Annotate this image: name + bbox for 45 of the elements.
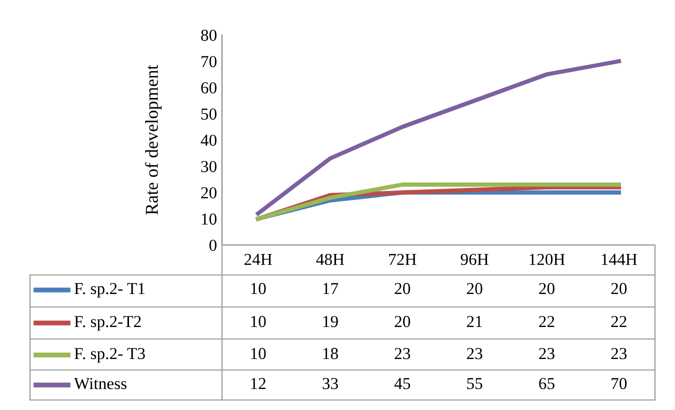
x-tick-label: 48H (316, 254, 344, 266)
y-tick-label: 10 (202, 213, 217, 225)
data-label: 23 (539, 348, 554, 360)
y-tick-label: 40 (200, 134, 217, 146)
data-label: 22 (539, 316, 554, 328)
y-tick-label: 50 (201, 108, 217, 120)
y-tick-label: 70 (202, 56, 217, 68)
data-label: 20 (611, 282, 627, 294)
x-tick-label: 24H (244, 254, 272, 265)
y-tick-label: 60 (201, 82, 217, 94)
legend-label: Witness (74, 378, 126, 390)
x-tick-label: 72H (389, 254, 416, 265)
x-tick-label: 120H (530, 254, 565, 266)
data-label: 45 (394, 378, 410, 390)
data-label: 10 (251, 348, 266, 360)
y-tick-label: 30 (201, 160, 217, 172)
data-label: 18 (323, 348, 338, 360)
data-label: 33 (322, 378, 338, 390)
legend-label: F. sp.2-T2 (74, 316, 141, 331)
data-label: 20 (394, 282, 410, 294)
data-label: 23 (466, 348, 482, 360)
data-label: 20 (466, 282, 482, 294)
data-label: 12 (251, 378, 266, 390)
legend-label: F. sp.2- T3 (74, 348, 145, 363)
data-label: 17 (323, 283, 338, 294)
x-tick-label: 144H (602, 254, 637, 265)
data-label: 70 (612, 378, 627, 390)
data-label: 21 (466, 316, 482, 328)
data-label: 10 (251, 282, 266, 294)
data-label: 22 (611, 316, 626, 328)
y-tick-label: 0 (209, 240, 217, 251)
data-label: 23 (394, 348, 410, 360)
data-label: 20 (539, 282, 554, 294)
y-axis-title: Rate of development (145, 64, 162, 215)
y-tick-label: 80 (201, 30, 217, 41)
data-label: 55 (467, 378, 482, 390)
x-tick-label: 96H (460, 254, 488, 266)
line-series (256, 59, 621, 216)
data-label: 65 (539, 378, 554, 390)
legend-label: F. sp.2- T1 (74, 282, 145, 298)
data-label: 20 (394, 316, 410, 328)
data-label: 23 (611, 348, 627, 360)
data-label: 19 (323, 316, 338, 328)
y-tick-label: 20 (201, 187, 217, 198)
data-label: 10 (251, 316, 266, 328)
